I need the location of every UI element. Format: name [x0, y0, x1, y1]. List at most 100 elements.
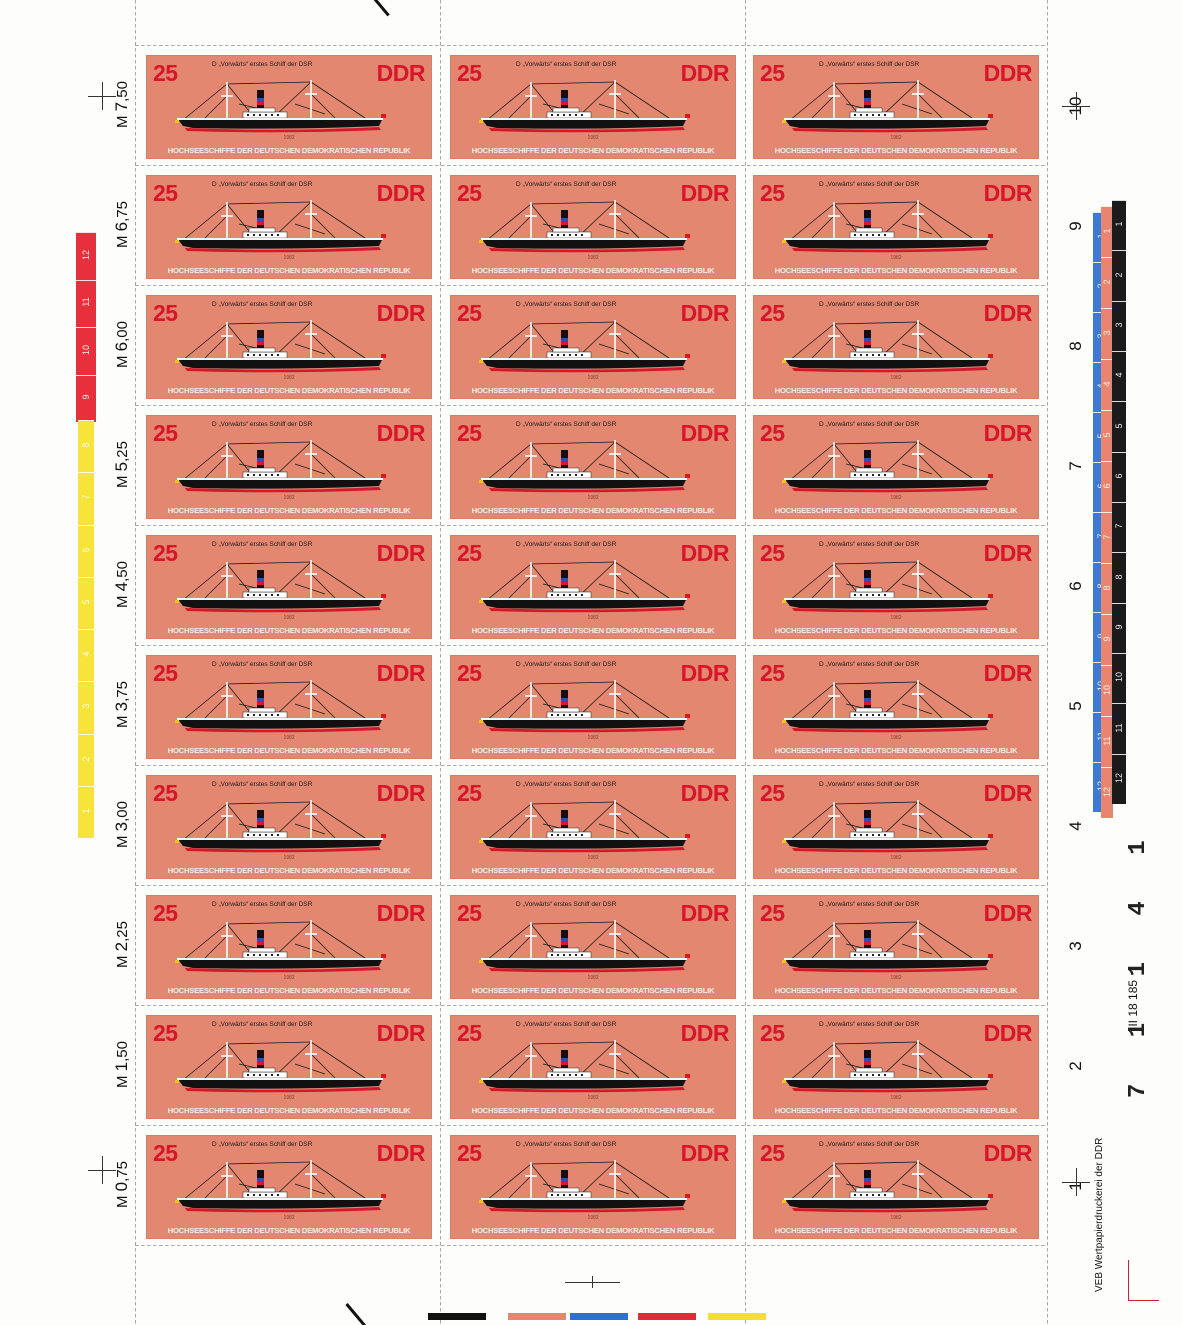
sheet-value-label: M 6,75 [112, 168, 132, 248]
color-bar-tick [76, 327, 96, 328]
sheet-value-prefix: M [114, 351, 131, 369]
sheet-value-label: M 3,00 [112, 768, 132, 848]
stamp-year: 1982 [283, 1095, 295, 1101]
color-bar-tick [78, 681, 94, 682]
sheet-value-whole: 6 [112, 341, 131, 352]
color-bar-tick [1112, 502, 1126, 503]
color-bar-tick [78, 420, 94, 421]
steamship-illustration [175, 436, 395, 494]
sheet-value-label: M 4,50 [112, 528, 132, 608]
ship-name: D „Vorwärts“ erstes Schiff der DSR [819, 901, 920, 908]
stamp-year: 1982 [587, 255, 599, 261]
stamp-year: 1982 [890, 615, 902, 621]
perforation-guide [135, 405, 1047, 406]
stamp: 25 DDR D „Vorwärts“ erstes Schiff der DSR 1… [146, 775, 432, 879]
stamp-year: 1982 [890, 1215, 902, 1221]
color-bar-digit: 2 [1114, 272, 1124, 278]
sheet-value-whole: 7 [112, 101, 131, 112]
ink-swatch-yellow [708, 1313, 766, 1320]
stamp-value: 25 [457, 1140, 482, 1166]
stamp-country: DDR [680, 900, 730, 926]
sheet-value-prefix: M [114, 951, 131, 969]
stamp-value: 25 [760, 1140, 785, 1166]
color-bar-tick [1101, 563, 1113, 564]
ship-name: D „Vorwärts“ erstes Schiff der DSR [212, 781, 313, 788]
sheet-value-prefix: M [114, 831, 131, 849]
row-number: 8 [1066, 341, 1085, 351]
stamp: 25 DDR D „Vorwärts“ erstes Schiff der DSR 1… [146, 655, 432, 759]
sheet-value-whole: 3 [112, 701, 131, 712]
color-bar-tick [1112, 653, 1126, 654]
stamp-value: 25 [457, 540, 482, 566]
color-bar-digit: 2 [81, 756, 91, 762]
stamp: 25 DDR D „Vorwärts“ erstes Schiff der DSR 1… [146, 895, 432, 999]
ship-name: D „Vorwärts“ erstes Schiff der DSR [819, 541, 920, 548]
stamp-year: 1982 [890, 135, 902, 141]
stamp: 25 DDR D „Vorwärts“ erstes Schiff der DSR 1… [753, 895, 1039, 999]
ship-name: D „Vorwärts“ erstes Schiff der DSR [819, 421, 920, 428]
color-bar-digit: 7 [81, 494, 91, 500]
steamship-illustration [479, 676, 699, 734]
ink-swatch-salmon [508, 1313, 566, 1320]
color-bar-digit: 3 [1114, 322, 1124, 328]
stamp-country: DDR [376, 1020, 426, 1046]
color-bar-digit: 12 [1114, 773, 1124, 784]
ship-name: D „Vorwärts“ erstes Schiff der DSR [212, 1021, 313, 1028]
ship-name: D „Vorwärts“ erstes Schiff der DSR [212, 421, 313, 428]
steamship-illustration [479, 916, 699, 974]
stamp-value: 25 [760, 1020, 785, 1046]
sheet-value-fraction: ,25 [114, 441, 131, 462]
stamp: 25 DDR D „Vorwärts“ erstes Schiff der DSR 1… [450, 1135, 736, 1239]
stamp: 25 DDR D „Vorwärts“ erstes Schiff der DSR 1… [146, 295, 432, 399]
color-bar-digit: 8 [1114, 574, 1124, 580]
stamp-country: DDR [680, 420, 730, 446]
row-number: 4 [1066, 821, 1085, 831]
stamp-caption: HOCHSEESCHIFFE DER DEUTSCHEN DEMOKRATISC… [471, 866, 715, 875]
stamp-caption: HOCHSEESCHIFFE DER DEUTSCHEN DEMOKRATISC… [471, 386, 715, 395]
stamp-year: 1982 [587, 975, 599, 981]
row-number: 9 [1066, 221, 1085, 231]
ship-name: D „Vorwärts“ erstes Schiff der DSR [819, 61, 920, 68]
stamp-caption: HOCHSEESCHIFFE DER DEUTSCHEN DEMOKRATISC… [167, 1106, 411, 1115]
sheet-value-fraction: ,25 [114, 921, 131, 942]
stamp-year: 1982 [587, 375, 599, 381]
color-bar-tick [1112, 250, 1126, 251]
stamp-country: DDR [376, 900, 426, 926]
color-bar-digit: 6 [1114, 473, 1124, 479]
stamp-year: 1982 [283, 375, 295, 381]
stamp-value: 25 [153, 660, 178, 686]
sheet-value-whole: 6 [112, 221, 131, 232]
stamp-country: DDR [376, 780, 426, 806]
sheet-counter: 7 1 1 4 1 [1125, 824, 1152, 1098]
stamp: 25 DDR D „Vorwärts“ erstes Schiff der DSR 1… [753, 535, 1039, 639]
stamp: 25 DDR D „Vorwärts“ erstes Schiff der DSR 1… [146, 175, 432, 279]
stamp-value: 25 [457, 300, 482, 326]
stamp-country: DDR [680, 660, 730, 686]
row-number: 3 [1066, 941, 1085, 951]
stamp-year: 1982 [283, 255, 295, 261]
stamp-year: 1982 [283, 495, 295, 501]
stamp-value: 25 [760, 540, 785, 566]
color-bar-tick [76, 280, 96, 281]
steamship-illustration [479, 1156, 699, 1214]
sheet-value-prefix: M [114, 111, 131, 129]
color-bar-tick [76, 232, 96, 233]
stamp-year: 1982 [283, 735, 295, 741]
stamp: 25 DDR D „Vorwärts“ erstes Schiff der DSR 1… [146, 55, 432, 159]
stamp-year: 1982 [587, 615, 599, 621]
color-bar-tick [1112, 200, 1126, 201]
stamp: 25 DDR D „Vorwärts“ erstes Schiff der DSR 1… [450, 295, 736, 399]
steamship-illustration [479, 556, 699, 614]
color-bar-digit: 9 [1114, 624, 1124, 630]
stamp: 25 DDR D „Vorwärts“ erstes Schiff der DSR 1… [146, 1015, 432, 1119]
color-bar-digit: 1 [1114, 221, 1124, 227]
color-bar-digit: 11 [1102, 736, 1112, 746]
ship-name: D „Vorwärts“ erstes Schiff der DSR [212, 181, 313, 188]
ship-name: D „Vorwärts“ erstes Schiff der DSR [516, 61, 617, 68]
stamp: 25 DDR D „Vorwärts“ erstes Schiff der DSR 1… [146, 415, 432, 519]
stamp-country: DDR [376, 300, 426, 326]
stamp-caption: HOCHSEESCHIFFE DER DEUTSCHEN DEMOKRATISC… [167, 866, 411, 875]
stamp-country: DDR [983, 660, 1033, 686]
stamp-value: 25 [457, 420, 482, 446]
stamp-value: 25 [760, 420, 785, 446]
